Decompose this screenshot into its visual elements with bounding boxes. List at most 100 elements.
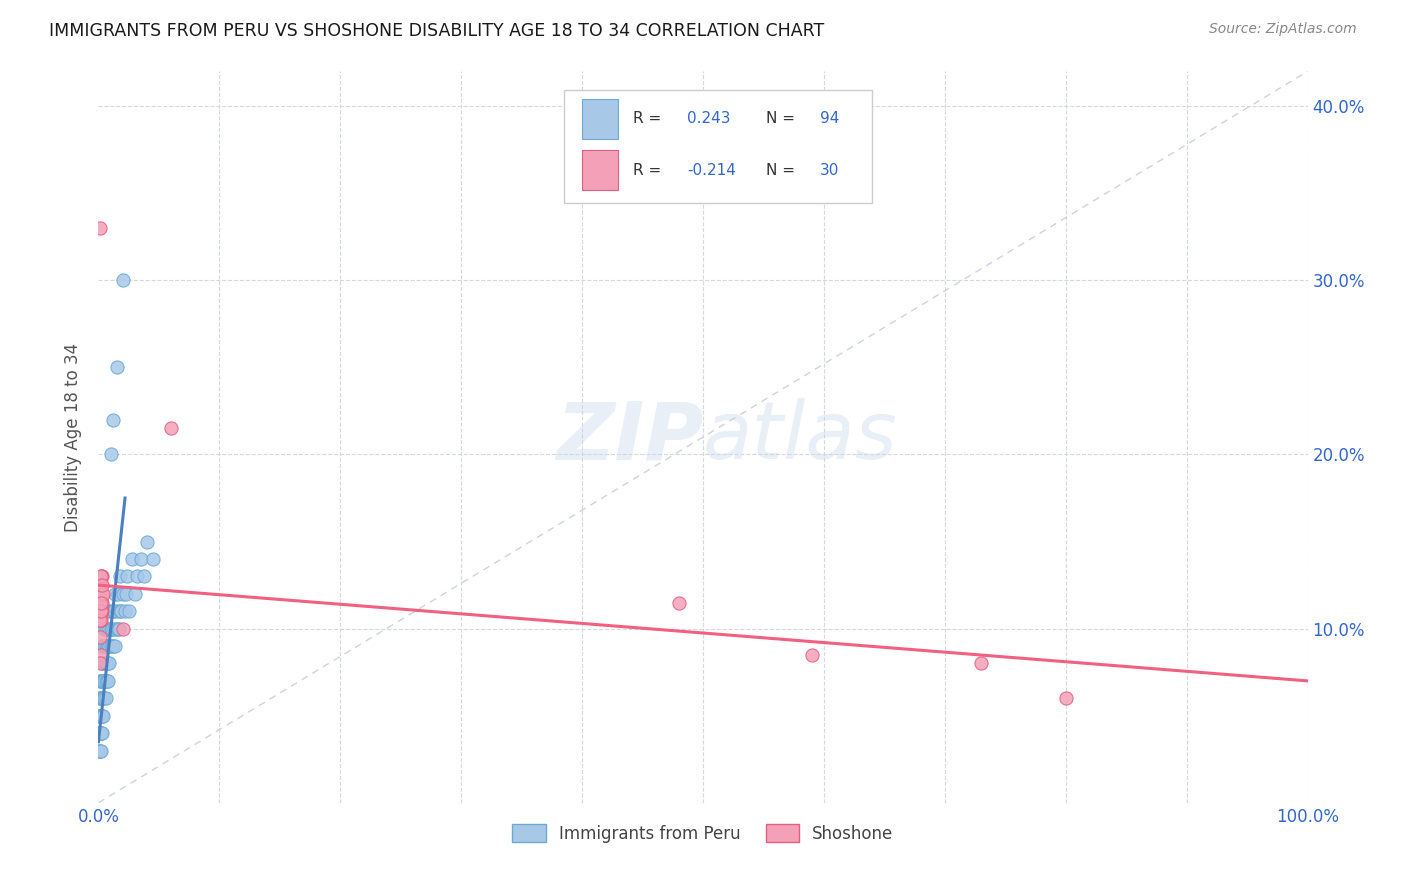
Point [970, 657, 993, 671]
Point [93, 639, 115, 653]
Point [93, 657, 115, 671]
Point [89, 708, 111, 723]
Point [100, 639, 122, 653]
Point [89, 726, 111, 740]
Point [93, 691, 115, 706]
Point [105, 604, 128, 618]
Point [90, 604, 112, 618]
Point [107, 587, 129, 601]
Text: 30: 30 [820, 162, 839, 178]
Point [89, 631, 111, 645]
Point [90, 673, 112, 688]
Point [93, 673, 115, 688]
Point [97, 604, 120, 618]
Text: N =: N = [766, 112, 800, 127]
Point [91, 657, 114, 671]
Point [91, 639, 114, 653]
Point [101, 412, 124, 426]
Point [101, 604, 124, 618]
Point [89, 587, 111, 601]
Point [96, 657, 118, 671]
Point [100, 448, 122, 462]
Point [89, 691, 111, 706]
Point [103, 622, 125, 636]
Legend: Immigrants from Peru, Shoshone: Immigrants from Peru, Shoshone [506, 818, 900, 849]
Point [108, 622, 131, 636]
Point [87, 743, 110, 757]
Point [104, 639, 127, 653]
Point [668, 595, 690, 609]
Point [96, 622, 118, 636]
Text: IMMIGRANTS FROM PERU VS SHOSHONE DISABILITY AGE 18 TO 34 CORRELATION CHART: IMMIGRANTS FROM PERU VS SHOSHONE DISABIL… [49, 22, 824, 40]
Point [111, 622, 134, 636]
Point [90, 708, 112, 723]
Point [104, 587, 127, 601]
Point [91, 595, 114, 609]
Point [90, 595, 112, 609]
Point [89, 613, 111, 627]
Point [91, 673, 114, 688]
Point [91, 569, 114, 583]
Point [127, 569, 149, 583]
Point [90, 673, 112, 688]
Point [89, 221, 111, 235]
Point [90, 595, 112, 609]
Point [90, 743, 112, 757]
Point [100, 622, 122, 636]
Text: R =: R = [633, 162, 666, 178]
Point [100, 604, 122, 618]
Point [90, 708, 112, 723]
Text: N =: N = [766, 162, 800, 178]
Point [89, 673, 111, 688]
Point [90, 726, 112, 740]
Point [96, 673, 118, 688]
Point [118, 604, 141, 618]
Point [89, 595, 111, 609]
FancyBboxPatch shape [564, 90, 872, 203]
Point [91, 673, 114, 688]
Text: atlas: atlas [703, 398, 898, 476]
Text: 94: 94 [820, 112, 839, 127]
Text: Source: ZipAtlas.com: Source: ZipAtlas.com [1209, 22, 1357, 37]
Point [90, 691, 112, 706]
Point [105, 360, 128, 375]
Point [90, 648, 112, 662]
Point [90, 578, 112, 592]
Point [90, 691, 112, 706]
Point [107, 622, 129, 636]
Point [91, 587, 114, 601]
Point [121, 552, 143, 566]
Point [129, 552, 152, 566]
Point [94, 657, 117, 671]
Text: -0.214: -0.214 [688, 162, 737, 178]
Point [108, 569, 131, 583]
Point [94, 673, 117, 688]
Point [94, 691, 117, 706]
Y-axis label: Disability Age 18 to 34: Disability Age 18 to 34 [65, 343, 83, 532]
Point [98, 639, 121, 653]
Point [89, 657, 111, 671]
Point [90, 569, 112, 583]
Point [115, 587, 138, 601]
Text: R =: R = [633, 112, 666, 127]
Point [90, 691, 112, 706]
Point [108, 604, 131, 618]
Point [135, 534, 157, 549]
Point [87, 726, 110, 740]
Point [89, 691, 111, 706]
Point [98, 657, 121, 671]
Point [91, 691, 114, 706]
Point [94, 639, 117, 653]
Point [87, 708, 110, 723]
Point [91, 587, 114, 601]
Point [91, 708, 114, 723]
Point [91, 639, 114, 653]
Point [89, 578, 111, 592]
Point [97, 657, 120, 671]
Point [114, 604, 136, 618]
Point [103, 604, 125, 618]
Point [90, 569, 112, 583]
Point [105, 622, 128, 636]
Point [124, 587, 146, 601]
Point [89, 743, 111, 757]
